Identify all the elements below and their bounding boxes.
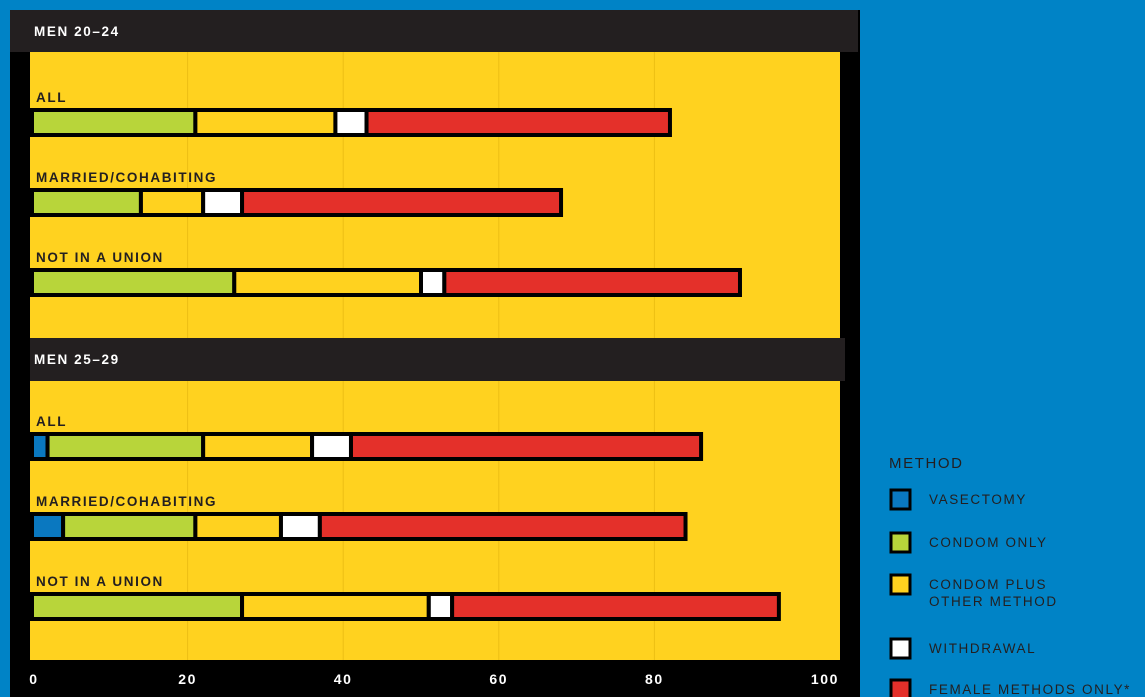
x-tick-40: 40 bbox=[334, 671, 353, 687]
bar-label-1-1: ALL bbox=[36, 90, 67, 105]
x-tick-0: 0 bbox=[29, 671, 38, 687]
bar-segment-2-1-1 bbox=[30, 432, 50, 461]
bar-segment-2-2-3 bbox=[193, 512, 283, 541]
bar-label-2-1: ALL bbox=[36, 414, 67, 429]
x-tick-100: 100 bbox=[811, 671, 839, 687]
legend-label-1: VASECTOMY bbox=[929, 492, 1027, 507]
legend-swatch-1 bbox=[889, 488, 912, 511]
legend-label-3-line2: OTHER METHOD bbox=[929, 594, 1058, 609]
bar-segment-2-1-4 bbox=[310, 432, 353, 461]
panel-header-1 bbox=[10, 10, 858, 52]
legend-swatch-3 bbox=[889, 573, 912, 596]
bar-segment-2-2-2 bbox=[61, 512, 198, 541]
bar-segment-2-1-3 bbox=[201, 432, 315, 461]
x-tick-60: 60 bbox=[489, 671, 508, 687]
bar-segment-1-2-2 bbox=[30, 188, 143, 217]
bar-segment-2-3-5 bbox=[450, 592, 781, 621]
bar-label-2-2: MARRIED/COHABITING bbox=[36, 494, 217, 509]
bar-segment-1-3-3 bbox=[232, 268, 423, 297]
legend-label-3-line1: CONDOM PLUS bbox=[929, 577, 1047, 592]
legend-swatch-4 bbox=[889, 637, 912, 660]
panel-headers: MEN 20–24 MEN 25–29 bbox=[10, 10, 858, 381]
legend-label-5: FEMALE METHODS ONLY* bbox=[929, 682, 1131, 697]
x-axis: 0 20 40 60 80 100 bbox=[29, 671, 839, 687]
bar-label-2-3: NOT IN A UNION bbox=[36, 574, 164, 589]
bar-segment-1-1-5 bbox=[364, 108, 672, 137]
bar-segment-1-2-3 bbox=[138, 188, 206, 217]
bar-segment-2-2-1 bbox=[30, 512, 66, 541]
panel-title-2: MEN 25–29 bbox=[34, 352, 120, 367]
bar-segment-2-2-4 bbox=[278, 512, 322, 541]
bar-segment-2-3-3 bbox=[240, 592, 431, 621]
x-tick-80: 80 bbox=[645, 671, 664, 687]
legend-swatch-2 bbox=[889, 531, 912, 554]
bar-segment-2-2-5 bbox=[317, 512, 688, 541]
bar-segment-2-1-2 bbox=[45, 432, 206, 461]
panel-title-1: MEN 20–24 bbox=[34, 24, 120, 39]
bar-segment-1-3-4 bbox=[419, 268, 447, 297]
bar-segment-1-2-4 bbox=[201, 188, 245, 217]
panel-header-2 bbox=[30, 338, 845, 381]
legend-swatch-5 bbox=[889, 678, 912, 697]
bar-segment-2-3-2 bbox=[30, 592, 245, 621]
bar-segment-1-1-3 bbox=[193, 108, 338, 137]
legend-label-2: CONDOM ONLY bbox=[929, 535, 1048, 550]
bar-segment-1-1-4 bbox=[333, 108, 369, 137]
bar-label-1-3: NOT IN A UNION bbox=[36, 250, 164, 265]
x-tick-20: 20 bbox=[178, 671, 197, 687]
legend-label-4: WITHDRAWAL bbox=[929, 641, 1036, 656]
legend: METHOD VASECTOMY CONDOM ONLY CONDOM PLUS OTH… bbox=[889, 455, 1131, 697]
bar-segment-1-3-2 bbox=[30, 268, 237, 297]
bar-segment-2-3-4 bbox=[426, 592, 455, 621]
bar-segment-1-1-2 bbox=[30, 108, 198, 137]
bar-segment-1-3-5 bbox=[442, 268, 742, 297]
bars: ALL MARRIED/COHABITING NOT IN A UNION ALL MA… bbox=[30, 90, 781, 621]
legend-title: METHOD bbox=[889, 455, 964, 472]
bar-segment-1-2-5 bbox=[240, 188, 564, 217]
bar-segment-2-1-5 bbox=[348, 432, 704, 461]
bar-label-1-2: MARRIED/COHABITING bbox=[36, 170, 217, 185]
